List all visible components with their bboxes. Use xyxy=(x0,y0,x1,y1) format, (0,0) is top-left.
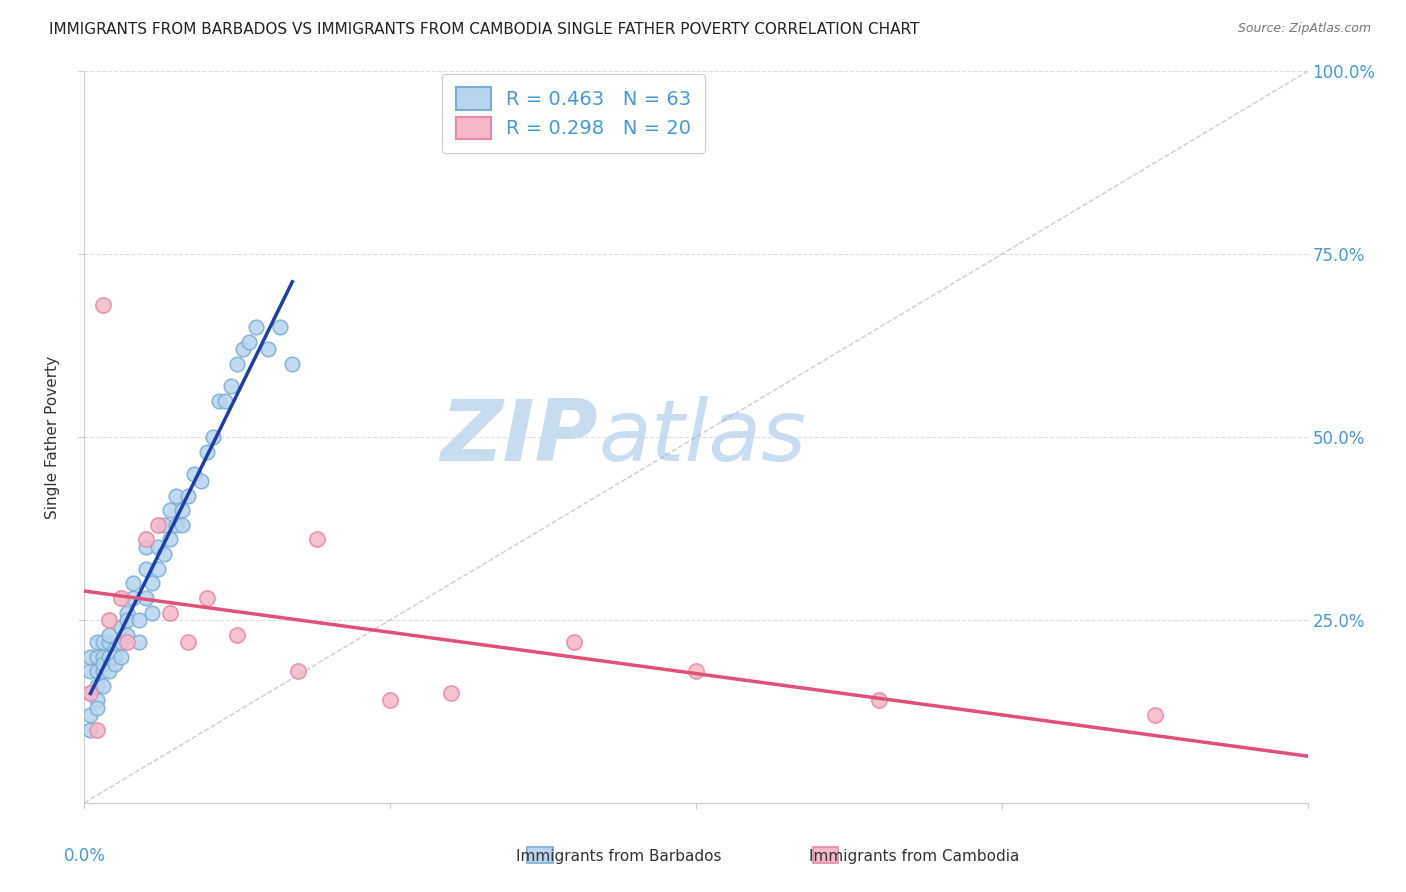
Point xyxy=(86,679,108,693)
Point xyxy=(79,664,101,678)
Point xyxy=(183,467,205,481)
Point xyxy=(159,503,181,517)
Point xyxy=(195,444,218,458)
Point xyxy=(91,679,114,693)
Point xyxy=(159,533,181,547)
Point xyxy=(153,547,176,561)
Point xyxy=(245,320,267,334)
Point xyxy=(135,533,157,547)
Point xyxy=(97,613,120,627)
Point xyxy=(91,664,114,678)
Point xyxy=(110,620,132,634)
Point xyxy=(122,591,145,605)
Point xyxy=(110,649,132,664)
Point xyxy=(165,489,187,503)
Point xyxy=(869,693,891,707)
Text: atlas: atlas xyxy=(598,395,806,479)
Text: IMMIGRANTS FROM BARBADOS VS IMMIGRANTS FROM CAMBODIA SINGLE FATHER POVERTY CORRE: IMMIGRANTS FROM BARBADOS VS IMMIGRANTS F… xyxy=(49,22,920,37)
Point xyxy=(86,664,108,678)
Point xyxy=(115,613,138,627)
Point xyxy=(128,613,150,627)
Point xyxy=(79,708,101,723)
Point xyxy=(91,298,114,312)
Text: ZIP: ZIP xyxy=(440,395,598,479)
Point xyxy=(104,642,127,657)
Point xyxy=(208,393,231,408)
Point xyxy=(86,635,108,649)
Point xyxy=(440,686,463,700)
Point xyxy=(115,627,138,641)
Point xyxy=(232,343,254,357)
Point xyxy=(172,517,194,532)
Point xyxy=(115,606,138,620)
Text: 0.0%: 0.0% xyxy=(63,847,105,864)
Point xyxy=(380,693,402,707)
Point xyxy=(86,693,108,707)
Point xyxy=(104,649,127,664)
Point xyxy=(685,664,707,678)
Point xyxy=(257,343,280,357)
Point xyxy=(177,489,200,503)
Point xyxy=(110,591,132,605)
Point xyxy=(226,627,249,641)
Point xyxy=(97,649,120,664)
Point xyxy=(135,540,157,554)
Point xyxy=(86,649,108,664)
Point xyxy=(201,430,224,444)
Point xyxy=(79,649,101,664)
Point xyxy=(165,517,187,532)
Legend: R = 0.463   N = 63, R = 0.298   N = 20: R = 0.463 N = 63, R = 0.298 N = 20 xyxy=(443,74,704,153)
Point xyxy=(86,700,108,714)
Point xyxy=(146,540,169,554)
Point xyxy=(115,635,138,649)
Y-axis label: Single Father Poverty: Single Father Poverty xyxy=(45,356,60,518)
Point xyxy=(135,591,157,605)
Text: Immigrants from Barbados: Immigrants from Barbados xyxy=(516,849,721,863)
Point xyxy=(287,664,309,678)
Point xyxy=(97,664,120,678)
Bar xyxy=(527,847,553,863)
Point xyxy=(172,503,194,517)
Point xyxy=(146,517,169,532)
Point xyxy=(281,357,304,371)
Point xyxy=(97,635,120,649)
Point xyxy=(91,649,114,664)
Bar xyxy=(813,847,838,863)
Point xyxy=(238,334,260,349)
Point xyxy=(79,686,101,700)
Point xyxy=(141,606,163,620)
Point xyxy=(79,686,101,700)
Point xyxy=(97,627,120,641)
Point xyxy=(104,657,127,671)
Point xyxy=(159,606,181,620)
Point xyxy=(122,576,145,591)
Point xyxy=(135,562,157,576)
Point xyxy=(214,393,236,408)
Point xyxy=(562,635,585,649)
Point xyxy=(91,635,114,649)
Point xyxy=(190,474,212,488)
Point xyxy=(195,591,218,605)
Point xyxy=(141,576,163,591)
Text: Immigrants from Cambodia: Immigrants from Cambodia xyxy=(808,849,1019,863)
Point xyxy=(86,723,108,737)
Point xyxy=(226,357,249,371)
Point xyxy=(1143,708,1166,723)
Point xyxy=(110,635,132,649)
Text: Source: ZipAtlas.com: Source: ZipAtlas.com xyxy=(1237,22,1371,36)
Point xyxy=(79,723,101,737)
Point xyxy=(146,562,169,576)
Point xyxy=(177,635,200,649)
Point xyxy=(305,533,328,547)
Point xyxy=(269,320,291,334)
Point xyxy=(91,657,114,671)
Point xyxy=(219,379,242,393)
Point xyxy=(128,635,150,649)
Point xyxy=(153,517,176,532)
